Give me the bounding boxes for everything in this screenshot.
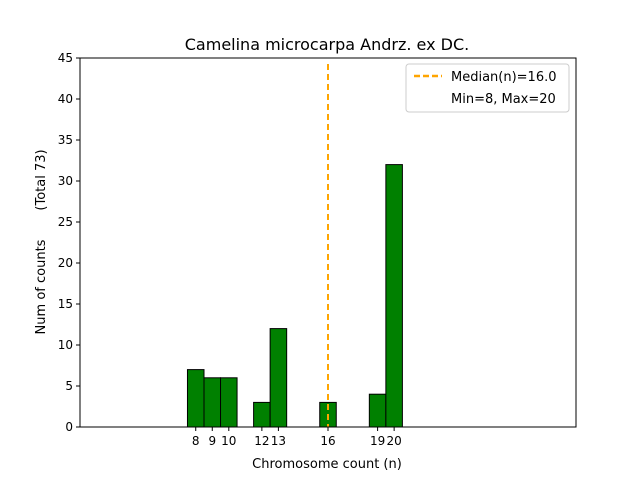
y-tick-label: 40: [58, 92, 73, 106]
x-tick-label: 9: [208, 434, 216, 448]
y-axis-ticks: 0 5 10 15 20 25 30 35 40 45: [58, 51, 80, 434]
x-tick-label: 19: [370, 434, 385, 448]
legend-median-label: Median(n)=16.0: [451, 70, 557, 85]
bars-group: [186, 164, 403, 428]
bar-8: [186, 369, 205, 428]
x-axis-label: Chromosome count (n): [252, 457, 402, 472]
bar-10: [220, 377, 238, 428]
y-tick-label: 10: [58, 338, 73, 352]
legend-box: [405, 63, 570, 113]
plot-frame: [79, 57, 577, 428]
x-tick-label: 8: [192, 434, 200, 448]
x-tick-label: 12: [254, 434, 269, 448]
y-tick-label: 25: [58, 215, 73, 229]
bar-13: [269, 328, 288, 428]
y-tick-label: 20: [58, 256, 73, 270]
y-tick-label: 30: [58, 174, 73, 188]
x-tick-label: 16: [320, 434, 335, 448]
y-tick-label: 45: [58, 51, 73, 65]
y-tick-label: 0: [65, 420, 73, 434]
x-tick-label: 10: [221, 434, 236, 448]
legend-minmax-label: Min=8, Max=20: [451, 92, 556, 107]
y-tick-label: 5: [65, 379, 73, 393]
x-tick-label: 13: [271, 434, 286, 448]
x-tick-label: 20: [386, 434, 401, 448]
y-axis-total-label: (Total 73): [34, 149, 49, 210]
bar-9: [203, 377, 222, 428]
legend: Median(n)=16.0 Min=8, Max=20: [405, 63, 570, 113]
x-axis-ticks: 8 9 10 12 13 16 19 20: [192, 427, 402, 448]
chart-title: Camelina microcarpa Andrz. ex DC.: [185, 35, 469, 54]
y-tick-label: 15: [58, 297, 73, 311]
bar-19: [368, 393, 387, 428]
y-tick-label: 35: [58, 133, 73, 147]
bar-12: [253, 401, 271, 428]
y-axis-label: Num of counts: [34, 239, 49, 334]
bar-20: [385, 164, 403, 428]
